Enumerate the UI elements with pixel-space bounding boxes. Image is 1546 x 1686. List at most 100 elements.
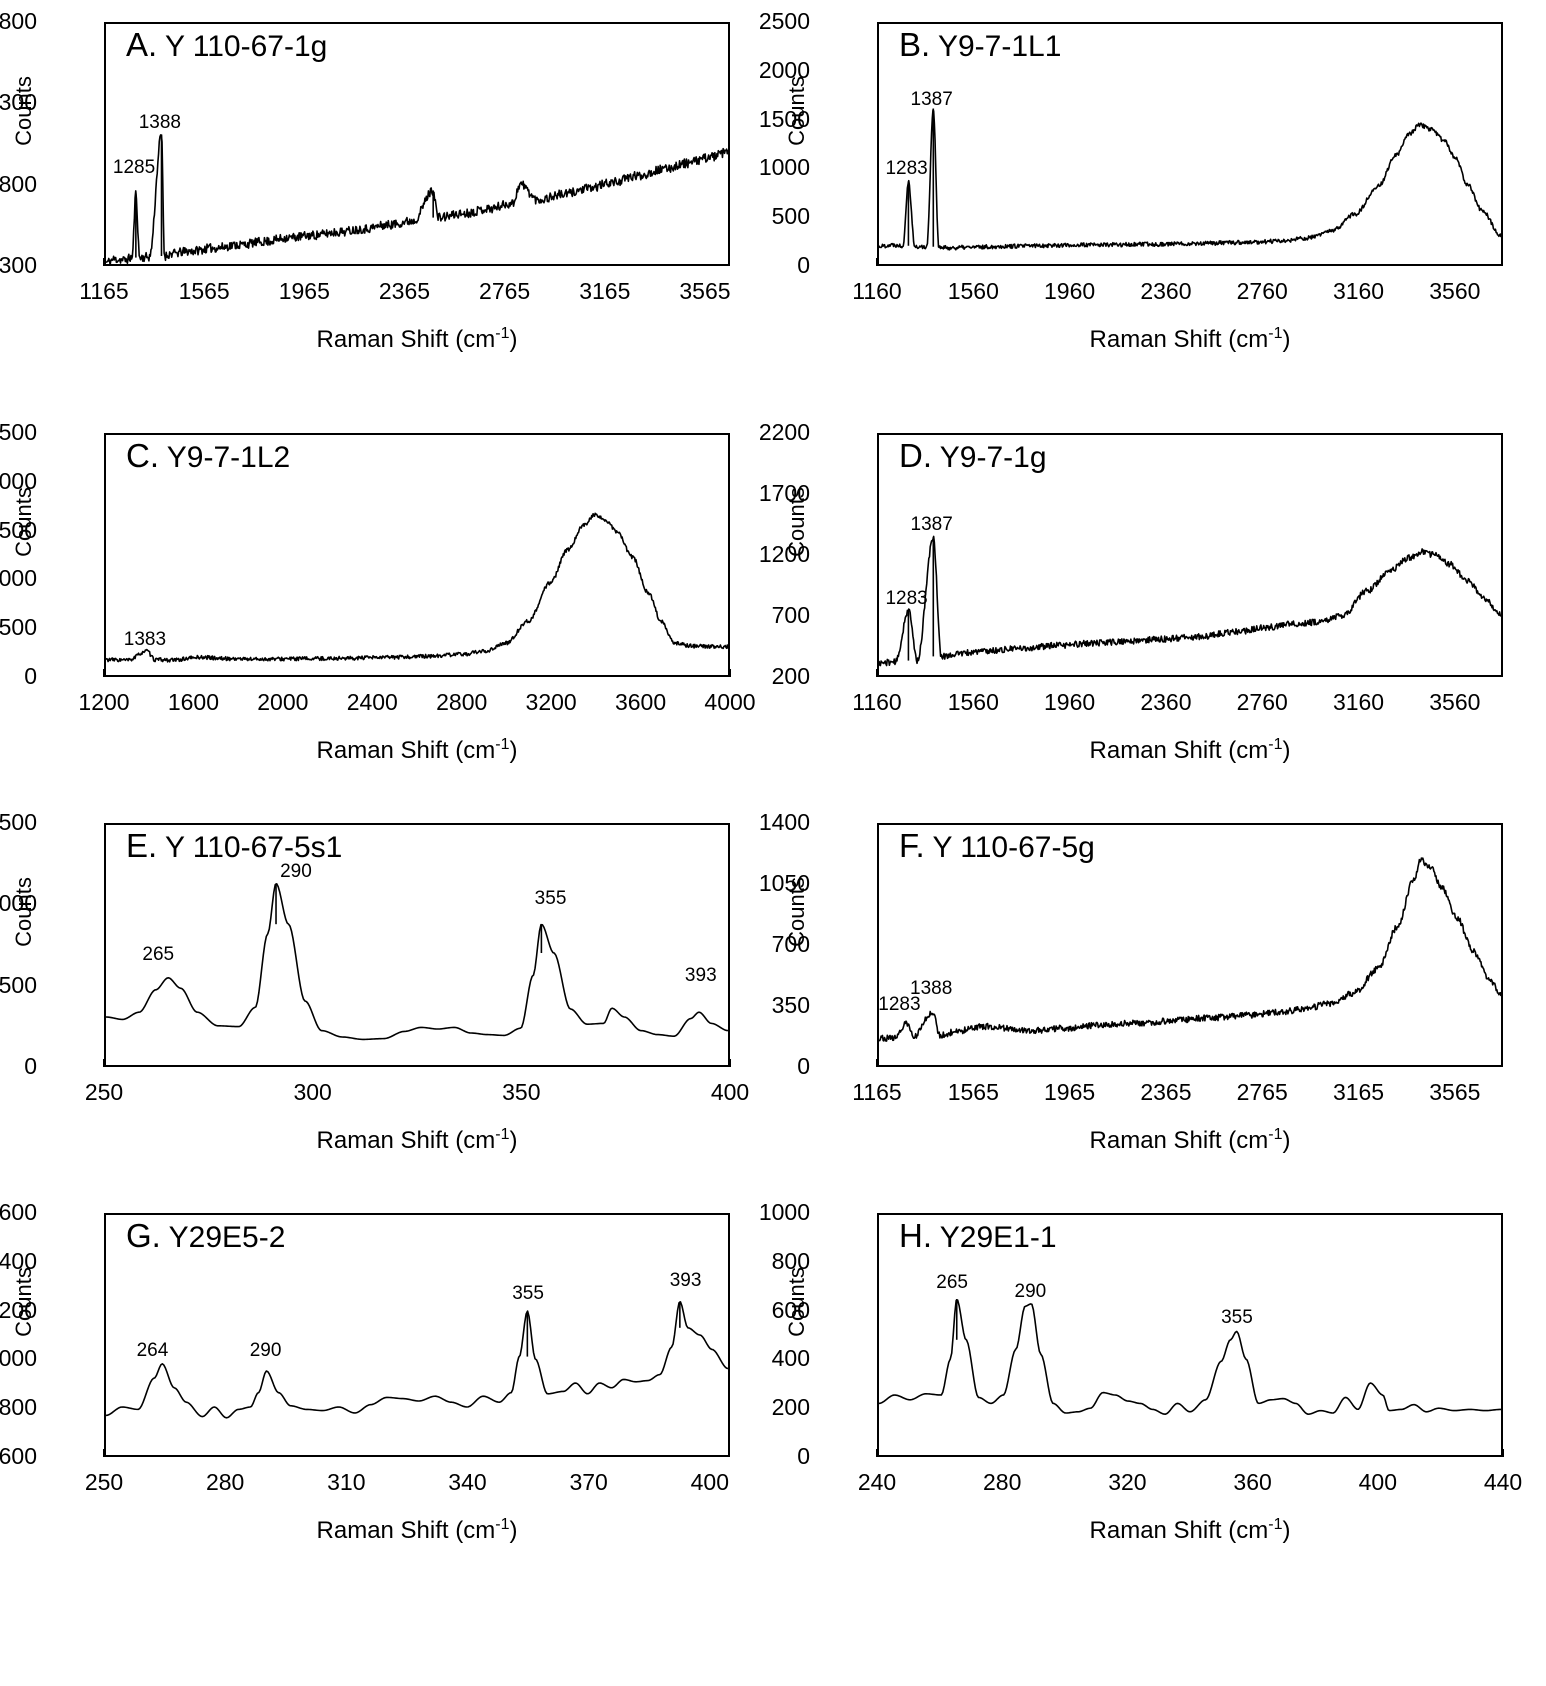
x-axis-label-paren: ) [509, 326, 518, 353]
y-tick-label: 1000 [0, 1345, 37, 1372]
panel-e: Counts050010001500250300350400E. Y 110-6… [0, 801, 773, 1191]
y-tick-label: 700 [771, 602, 810, 628]
x-axis-label-text: Raman Shift (cm [316, 1127, 496, 1154]
y-tick-label: 350 [771, 992, 810, 1018]
y-tick-label: 1000 [758, 1199, 810, 1225]
peak-label: 265 [142, 943, 175, 965]
x-tick-label: 1165 [79, 278, 129, 304]
x-axis-label: Raman Shift (cm-1) [877, 736, 1503, 765]
plot-area [877, 22, 1503, 266]
y-tick-label: 1200 [758, 541, 810, 567]
panel-h: Counts 0 200 400 600 800 1000 240 280 320 360 400 44… [759, 1191, 1546, 1581]
x-tick-label: 2765 [1236, 1079, 1288, 1105]
panel-sample-name: Y9-7-1L1 [937, 30, 1062, 63]
y-tick-label: 1700 [758, 480, 810, 506]
x-tick-label: 2760 [1236, 689, 1288, 715]
x-tick-label: 1565 [947, 1079, 999, 1105]
plot-area [104, 22, 730, 266]
x-axis-label-exponent: -1 [1268, 736, 1283, 753]
y-tick-label: 0 [797, 1443, 810, 1469]
x-tick-label: 250 [84, 1079, 124, 1105]
y-tick-label: 2500 [0, 419, 37, 445]
x-axis-label-paren: ) [1282, 326, 1291, 353]
x-tick-label: 1200 [78, 689, 130, 715]
plot-area [104, 1213, 730, 1457]
x-tick-label: 300 [293, 1079, 332, 1105]
panel-letter: F. [899, 827, 925, 864]
peak-label: 355 [1221, 1306, 1253, 1328]
spectrum-plot [106, 435, 728, 675]
plot-area [104, 433, 730, 677]
panel-d: Counts 200 700 1200 1700 2200 1160 1560 1960 2360… [759, 411, 1546, 801]
y-tick-label: 800 [0, 170, 37, 197]
panel-a: Counts3008001300180011651565196523652765… [0, 0, 773, 390]
x-axis-label: Raman Shift (cm-1) [877, 1126, 1503, 1155]
spectrum-line [106, 135, 728, 264]
panel-letter: G. [126, 1217, 161, 1254]
y-tick-label: 200 [771, 1394, 810, 1421]
panel-title: B. Y9-7-1L1 [899, 26, 1061, 64]
x-tick-label: 1160 [852, 278, 902, 304]
plot-area [877, 823, 1503, 1067]
peak-label: 1283 [885, 587, 928, 609]
x-tick-label: 1965 [278, 278, 330, 304]
plot-area [877, 1213, 1503, 1457]
spectrum-line [106, 513, 728, 662]
x-tick-label: 240 [857, 1469, 897, 1495]
x-tick-label: 2760 [1236, 278, 1288, 304]
x-tick-label: 1560 [947, 689, 999, 715]
y-tick-label: 1500 [758, 105, 810, 132]
y-tick-label: 0 [797, 252, 810, 278]
spectrum-plot [879, 108, 1501, 264]
y-tick-label: 400 [771, 1345, 810, 1372]
y-tick-label: 0 [24, 663, 37, 689]
spectrum-plot [106, 1215, 728, 1455]
x-axis-label-text: Raman Shift (cm [1089, 1517, 1269, 1544]
y-tick-label: 0 [797, 1053, 810, 1079]
x-tick-label: 3560 [1429, 278, 1481, 304]
x-tick-label: 400 [710, 1079, 750, 1105]
y-tick-label: 1400 [758, 809, 810, 835]
spectrum-line [106, 1302, 728, 1418]
x-tick-label: 2365 [1140, 1079, 1192, 1105]
x-axis-label-exponent: -1 [495, 736, 510, 753]
x-axis-label-exponent: -1 [495, 1516, 510, 1533]
panel-title: F. Y 110-67-5g [899, 827, 1095, 865]
x-tick-label: 1165 [852, 1079, 902, 1105]
x-tick-label: 1965 [1044, 1079, 1096, 1105]
x-tick-label: 1565 [178, 278, 230, 304]
panel-c: Counts0500100015002000250012001600200024… [0, 411, 773, 801]
spectrum-line [106, 884, 728, 1040]
y-tick-label: 0 [24, 1053, 37, 1079]
x-tick-label: 3600 [614, 689, 667, 715]
peak-label: 1283 [885, 158, 928, 180]
spectrum-line [879, 1300, 1501, 1414]
peak-label: 1388 [138, 111, 181, 133]
x-tick-label: 280 [205, 1469, 245, 1495]
panel-b: Counts 0 500 1000 1500 2000 2500 1160 1560 1960 23… [759, 0, 1546, 390]
panel-sample-name: Y29E1-1 [939, 1221, 1057, 1254]
x-axis-label-exponent: -1 [1268, 1516, 1283, 1533]
x-tick-label: 2365 [378, 278, 431, 304]
panel-letter: B. [899, 26, 931, 63]
x-tick-label: 1600 [167, 689, 219, 715]
y-tick-label: 2000 [758, 56, 810, 83]
y-tick-label: 1000 [0, 890, 37, 917]
x-tick-label: 310 [327, 1469, 366, 1495]
x-axis-label-paren: ) [509, 1517, 518, 1544]
peak-label: 1285 [112, 157, 156, 179]
x-tick-label: 3200 [525, 689, 577, 715]
y-tick-label: 1500 [0, 516, 37, 543]
y-tick-label: 1000 [758, 154, 810, 181]
x-axis-label: Raman Shift (cm-1) [877, 325, 1503, 354]
x-axis-label-paren: ) [509, 737, 518, 764]
x-tick-label: 280 [983, 1469, 1022, 1495]
peak-label: 290 [280, 860, 312, 882]
x-tick-label: 320 [1108, 1469, 1147, 1495]
x-axis-label-exponent: -1 [1268, 325, 1283, 342]
x-axis-label-paren: ) [1282, 737, 1291, 764]
x-tick-label: 350 [502, 1079, 541, 1105]
y-tick-label: 1400 [0, 1247, 37, 1274]
panel-f: Counts 0 350 700 1050 1400 1165 1565 1965 2365 276… [759, 801, 1546, 1191]
